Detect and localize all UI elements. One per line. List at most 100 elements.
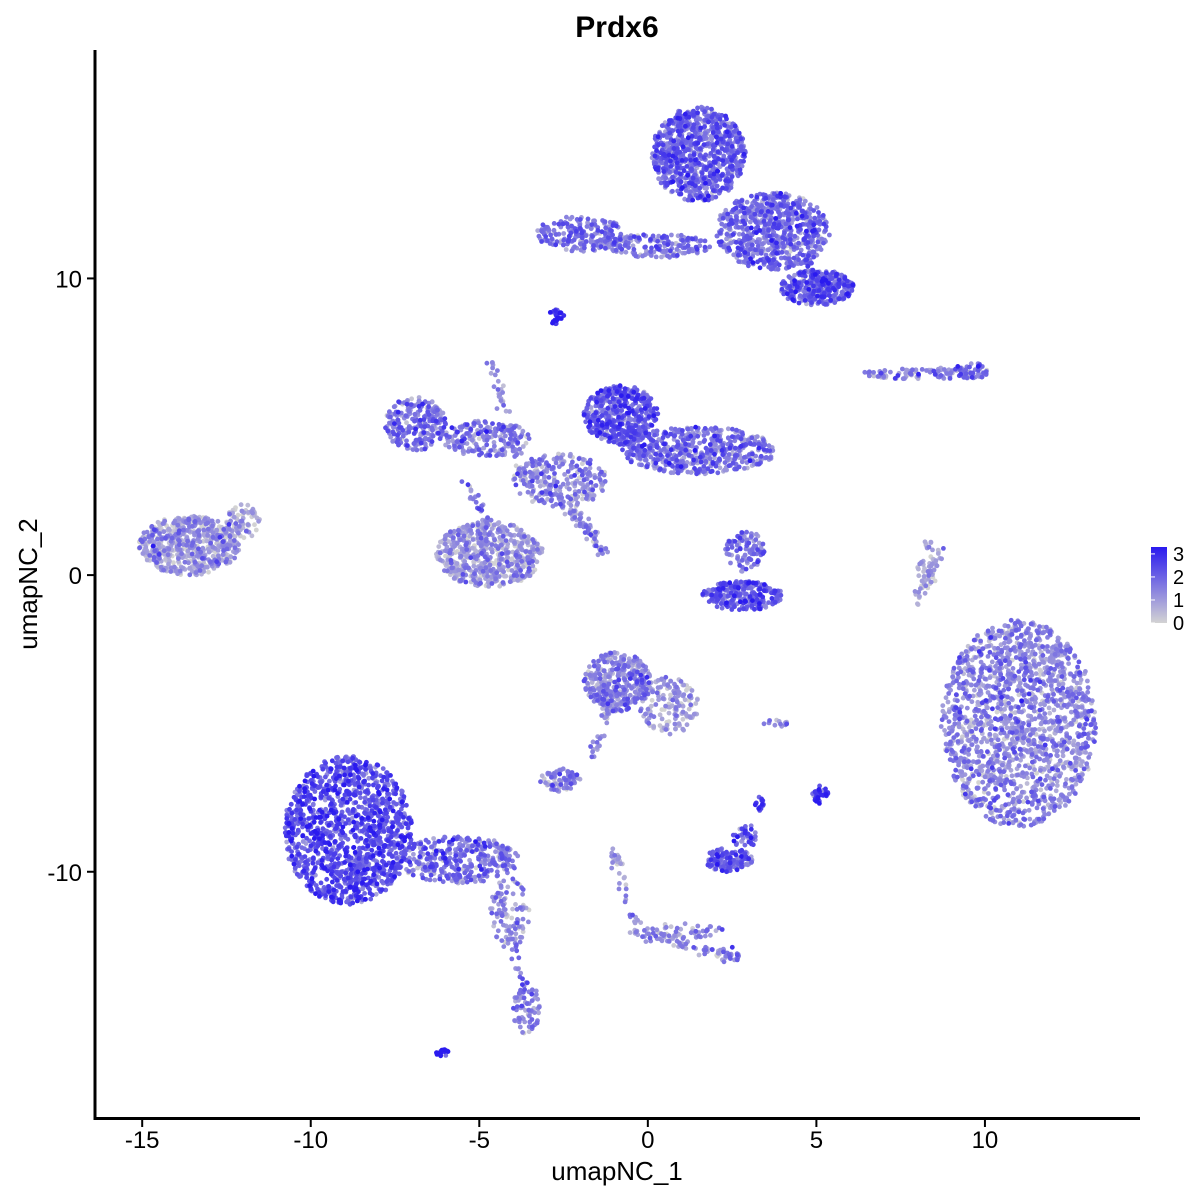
cell-point [526,919,531,925]
cell-point [1080,759,1085,764]
cell-point [685,469,691,475]
cell-point [587,664,592,670]
cell-point [917,594,922,599]
cell-point [659,676,664,682]
cell-point [992,670,998,676]
cell-point [935,551,941,556]
cell-point [470,537,476,542]
cell-point [250,510,256,516]
cell-point [971,676,977,682]
cell-point [612,655,618,661]
cell-point [1003,720,1009,726]
cell-point [621,875,627,881]
cell-point [249,533,255,539]
cell-point [1032,716,1038,722]
cell-point [945,699,951,705]
cell-point [501,878,507,884]
cell-point [922,566,927,571]
cell-point [1045,649,1051,654]
cell-point [1075,741,1081,747]
cell-point [1038,768,1043,773]
cell-point [928,579,934,585]
cell-point [502,907,508,912]
cell-point [519,541,525,546]
cell-point [697,440,702,446]
cell-point [985,768,991,774]
cell-point [684,687,689,693]
cell-point [1072,755,1078,761]
cell-point [253,527,259,533]
cell-point [993,664,998,669]
cell-point [975,699,981,705]
cell-point [506,567,511,573]
cell-point [580,496,585,502]
cell-point [1047,726,1052,732]
cell-point [143,544,149,550]
cell-point [495,378,501,384]
cell-point [659,254,664,260]
cell-point [975,744,980,750]
cell-point [981,735,987,741]
cell-point [1061,669,1066,675]
cell-point [1020,740,1026,746]
cell-point [490,365,495,371]
cell-point [969,682,974,688]
cell-point [1042,728,1047,734]
cell-point [648,703,654,709]
cell-point [1060,681,1066,687]
cell-point [512,540,517,545]
cell-point [1038,701,1043,707]
cell-point [231,514,237,520]
cell-point [468,487,474,493]
cell-point [985,654,991,659]
cell-point [623,882,629,888]
cell-point [504,528,510,534]
cell-point [921,574,927,579]
cell-point [754,434,760,439]
cell-point [963,649,969,654]
cell-point [507,409,512,414]
cell-point [790,217,796,222]
cell-point [590,739,596,745]
cell-point [1055,748,1060,754]
cell-point [438,539,443,545]
cell-point [999,762,1005,768]
cell-point [539,773,545,779]
cell-point [979,739,984,745]
cell-point [985,683,990,689]
cell-point [715,950,721,956]
cell-point [1020,799,1026,804]
cell-point [994,709,1000,715]
cell-point [1057,773,1062,779]
cell-point [671,943,677,948]
cell-point [535,228,541,234]
cell-point [973,655,978,660]
cell-point [987,675,993,680]
cell-point [666,710,672,716]
cell-point [236,542,241,547]
cell-point [693,701,699,706]
cell-point [1028,747,1034,752]
cell-point [525,540,530,545]
cell-point [584,536,590,542]
cell-point [513,902,518,907]
cell-point [695,923,701,929]
cell-point [1077,751,1083,756]
cell-point [256,518,261,524]
cell-point [985,782,991,788]
cell-point [575,500,580,506]
cell-point [657,723,663,728]
cell-point [205,533,211,538]
cell-point [518,934,523,940]
cell-point [515,966,521,972]
cell-point [161,529,167,535]
cell-point [987,731,993,737]
cell-point [1027,765,1033,771]
cell-point [614,703,619,708]
cell-point [728,560,733,566]
cell-point [676,721,682,726]
cell-point [1069,750,1075,755]
cell-point [438,557,443,563]
cell-point [210,530,216,536]
